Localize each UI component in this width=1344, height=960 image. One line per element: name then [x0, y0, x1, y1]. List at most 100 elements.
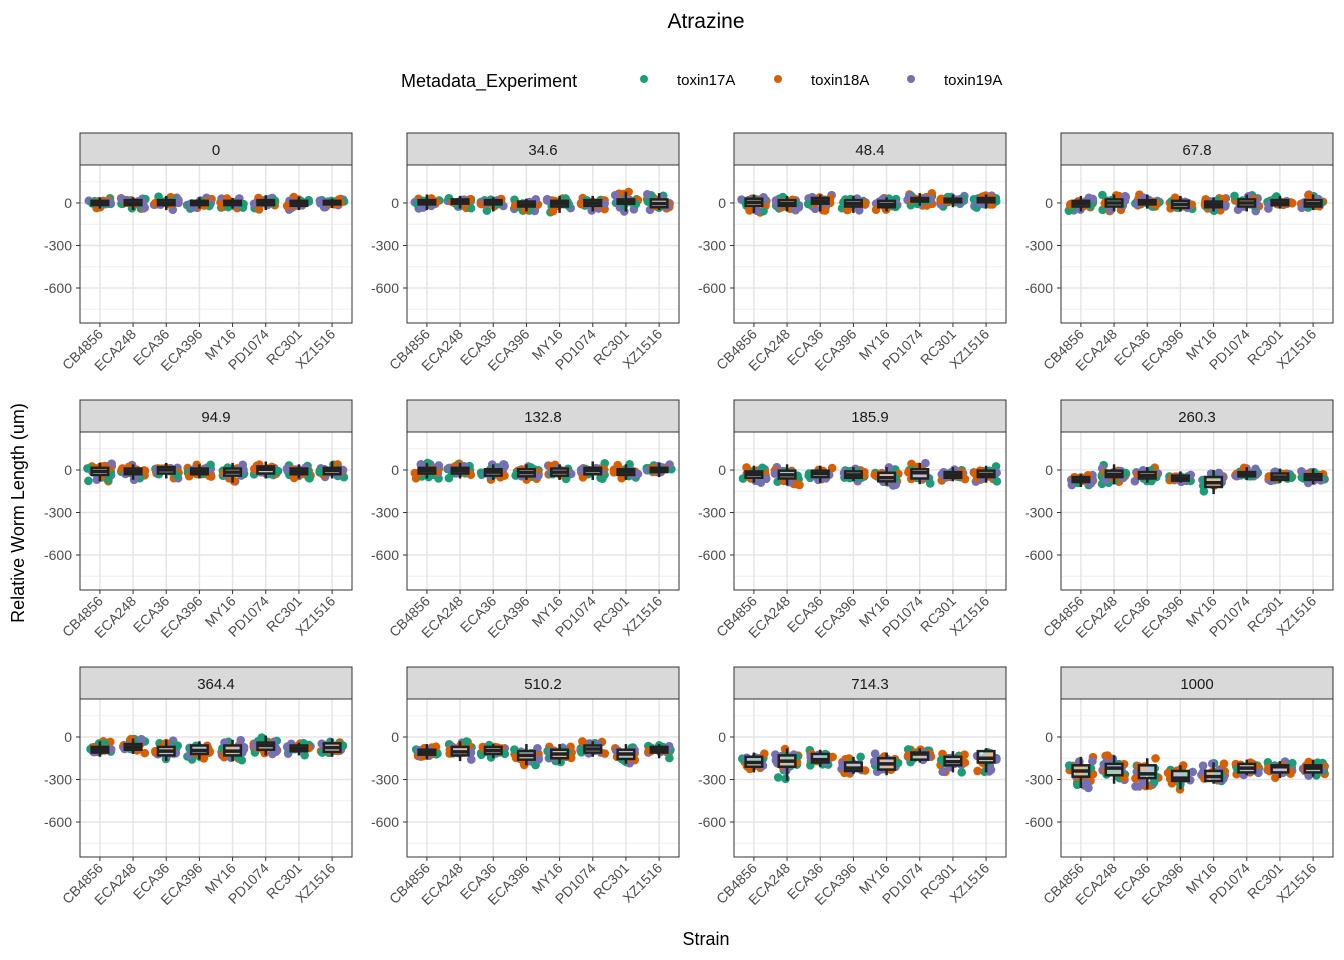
panel-border	[79, 431, 353, 591]
y-tick-label: 0	[391, 195, 399, 211]
data-point-toxin18A	[199, 754, 209, 763]
data-point-toxin17A	[510, 745, 519, 754]
facet-panel: 260.30-300-600CB4856ECA248ECA36ECA396MY1…	[1025, 399, 1334, 641]
panel-border	[79, 164, 353, 324]
data-point-toxin17A	[1199, 487, 1209, 496]
data-point-toxin19A	[854, 206, 864, 215]
facet-label: 0	[212, 142, 220, 159]
facet-panel: 48.40-300-600CB4856ECA248ECA36ECA396MY16…	[698, 132, 1007, 374]
data-point-toxin19A	[1088, 756, 1097, 766]
y-tick-label: -600	[698, 280, 726, 296]
y-tick-label: -300	[371, 771, 399, 787]
y-tick-label: 0	[718, 462, 726, 478]
data-point-toxin19A	[869, 757, 879, 766]
data-point-toxin19A	[761, 474, 771, 484]
facet-label: 1000	[1180, 676, 1213, 693]
legend-title: Metadata_Experiment	[401, 71, 577, 92]
data-point-toxin18A	[745, 206, 754, 215]
y-tick-label: 0	[391, 729, 399, 745]
y-tick-label: -600	[1025, 814, 1053, 830]
data-point-toxin19A	[499, 460, 508, 469]
data-point-toxin17A	[237, 755, 247, 765]
data-point-toxin19A	[1130, 476, 1140, 486]
y-tick-label: -600	[44, 814, 72, 830]
facet-label: 714.3	[851, 676, 889, 693]
data-point-toxin17A	[154, 192, 163, 201]
data-point-toxin17A	[759, 206, 768, 216]
facet-panel: 714.30-300-600CB4856ECA248ECA36ECA396MY1…	[698, 666, 1007, 908]
facet-label: 34.6	[528, 142, 557, 159]
y-tick-label: -600	[44, 280, 72, 296]
facet-panel: 510.20-300-600CB4856ECA248ECA36ECA396MY1…	[371, 666, 680, 908]
y-tick-label: -600	[44, 547, 72, 563]
y-tick-label: 0	[1045, 195, 1053, 211]
data-point-toxin19A	[938, 767, 947, 777]
data-point-toxin18A	[282, 201, 292, 211]
data-point-toxin18A	[613, 460, 623, 470]
data-point-toxin19A	[600, 199, 609, 209]
data-point-toxin18A	[860, 766, 870, 775]
data-point-toxin18A	[973, 766, 982, 776]
data-point-toxin18A	[600, 749, 610, 758]
facet-strip	[79, 399, 353, 433]
data-point-toxin17A	[758, 463, 767, 473]
data-point-toxin19A	[315, 196, 325, 205]
data-point-toxin19A	[173, 196, 183, 206]
data-point-toxin18A	[828, 752, 837, 762]
facet-panel: 34.60-300-600CB4856ECA248ECA36ECA396MY16…	[371, 132, 680, 374]
facet-label: 260.3	[1178, 409, 1216, 426]
y-tick-label: -600	[371, 547, 399, 563]
data-point-toxin18A	[1131, 774, 1140, 783]
data-point-toxin17A	[1230, 191, 1239, 201]
facet-panel: 364.40-300-600CB4856ECA248ECA36ECA396MY1…	[44, 666, 353, 908]
y-tick-label: 0	[718, 729, 726, 745]
facet-strip	[1060, 666, 1334, 700]
facet-panel: 10000-300-600CB4856ECA248ECA36ECA396MY16…	[1025, 666, 1334, 908]
facet-strip	[733, 132, 1007, 166]
box-ECA396	[1170, 769, 1190, 783]
data-point-toxin17A	[462, 737, 471, 746]
facet-strip	[406, 399, 680, 433]
data-point-toxin18A	[742, 463, 751, 472]
data-point-toxin18A	[820, 206, 830, 215]
data-point-toxin18A	[254, 205, 264, 214]
data-point-toxin17A	[803, 199, 813, 209]
data-point-toxin19A	[1198, 761, 1208, 770]
data-point-toxin17A	[856, 752, 865, 762]
data-point-toxin17A	[600, 458, 609, 468]
facet-strip	[79, 132, 353, 166]
data-point-toxin19A	[268, 749, 277, 759]
facet-label: 364.4	[197, 676, 235, 693]
data-point-toxin17A	[781, 774, 790, 784]
data-point-toxin18A	[842, 205, 852, 215]
data-point-toxin17A	[596, 473, 605, 483]
panel-border	[1060, 431, 1334, 591]
data-point-toxin18A	[1163, 768, 1173, 778]
data-point-toxin19A	[434, 461, 444, 470]
data-point-toxin19A	[1084, 783, 1093, 793]
legend-marker-toxin17A	[640, 75, 648, 83]
data-point-toxin19A	[921, 458, 930, 468]
data-point-toxin19A	[1138, 778, 1147, 788]
data-point-toxin18A	[1151, 754, 1160, 763]
panel-border	[1060, 698, 1334, 858]
y-tick-label: -300	[44, 237, 72, 253]
y-tick-label: -600	[371, 814, 399, 830]
facet-panel: 132.80-300-600CB4856ECA248ECA36ECA396MY1…	[371, 399, 680, 641]
y-tick-label: -300	[698, 771, 726, 787]
data-point-toxin18A	[1103, 751, 1112, 760]
data-point-toxin17A	[957, 768, 967, 777]
y-tick-label: -600	[698, 547, 726, 563]
facet-label: 185.9	[851, 409, 889, 426]
x-axis-label: Strain	[682, 929, 729, 949]
data-point-toxin18A	[548, 206, 558, 216]
data-point-toxin19A	[542, 196, 552, 205]
panel-border	[1060, 164, 1334, 324]
data-point-toxin17A	[104, 475, 113, 484]
data-point-toxin19A	[137, 734, 146, 744]
data-point-toxin17A	[305, 474, 314, 483]
data-point-toxin17A	[1288, 758, 1297, 768]
facet-strip	[733, 399, 1007, 433]
data-point-toxin19A	[534, 755, 543, 764]
facet-label: 67.8	[1182, 142, 1211, 159]
